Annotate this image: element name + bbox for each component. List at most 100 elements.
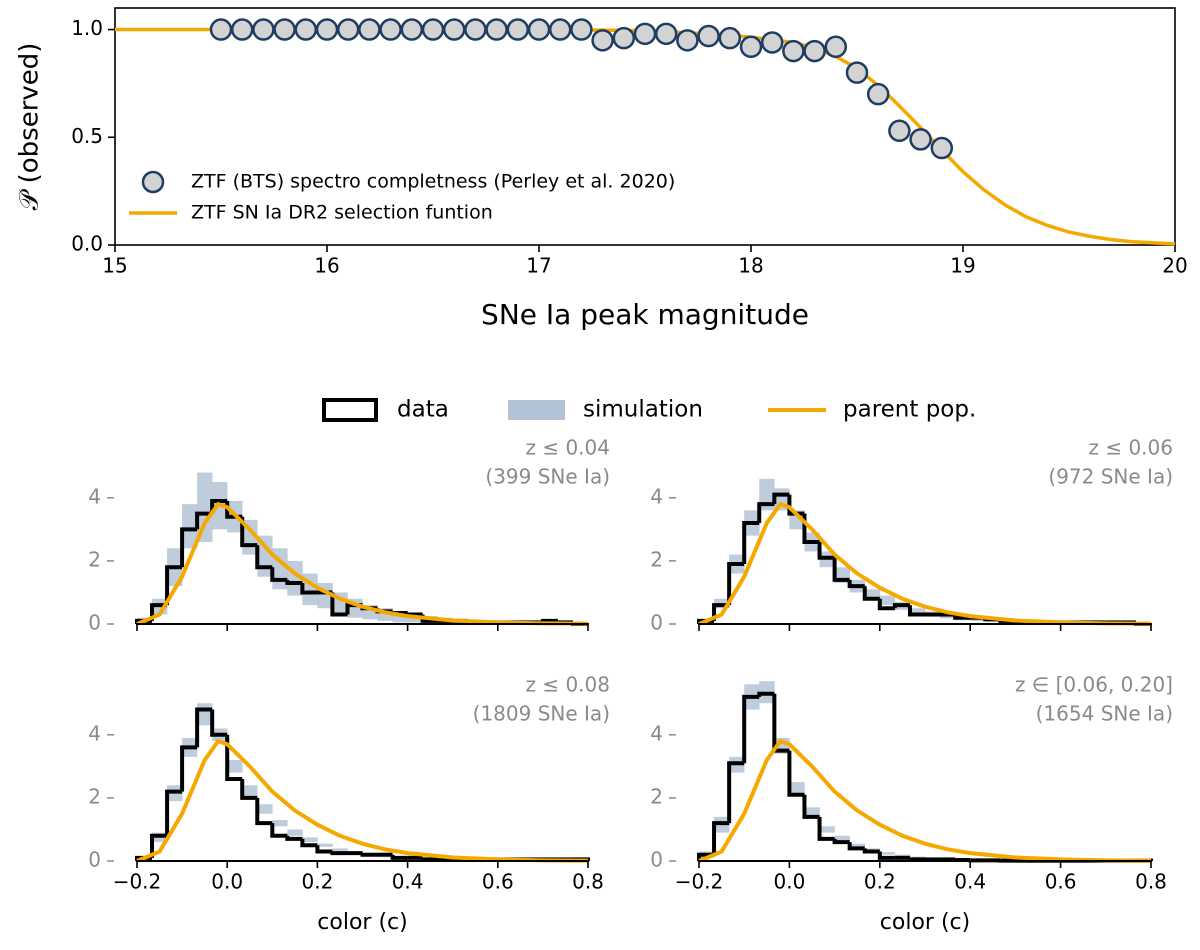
histogram-step xyxy=(360,852,378,857)
x-tick-label: 0.0 xyxy=(773,870,805,894)
scatter-point xyxy=(824,35,848,59)
histogram-step xyxy=(712,821,730,855)
scatter-point xyxy=(888,119,911,143)
scatter-point xyxy=(294,18,318,41)
annotation: (1809 SNe Ia) xyxy=(473,702,610,726)
simulation-band xyxy=(849,843,866,848)
histogram-step xyxy=(877,598,895,611)
scatter-point xyxy=(315,18,339,41)
histogram-step xyxy=(180,527,198,568)
histogram-step xyxy=(907,857,925,862)
annotation: z ≤ 0.08 xyxy=(525,673,610,697)
simulation-band xyxy=(894,854,911,857)
scatter-point xyxy=(697,24,720,48)
histogram-step xyxy=(787,750,805,797)
histogram-step xyxy=(300,582,318,595)
scatter-point xyxy=(739,35,763,59)
scatter-point xyxy=(252,18,275,41)
y-tick-label: 0 xyxy=(88,611,101,635)
simulation-band xyxy=(909,856,926,858)
histogram-step xyxy=(847,579,865,589)
histogram-step xyxy=(832,838,850,845)
scatter-point xyxy=(676,29,699,52)
histogram-step xyxy=(255,797,273,826)
scatter-point xyxy=(782,39,805,63)
histogram-step xyxy=(240,778,258,800)
scatter-point xyxy=(336,18,360,41)
histogram-step xyxy=(772,492,790,505)
y-tick-label: 1.0 xyxy=(71,16,103,40)
legend-marker xyxy=(141,170,165,194)
simulation-band xyxy=(197,703,213,726)
y-tick-label: 0 xyxy=(88,848,101,872)
scatter-point xyxy=(230,18,254,41)
scatter-point xyxy=(379,18,402,41)
x-tick-label: −0.2 xyxy=(113,870,162,894)
y-tick-label: 4 xyxy=(88,721,101,745)
x-tick-label: 0.4 xyxy=(392,870,424,894)
legend-label: data xyxy=(397,397,449,423)
histogram-step xyxy=(727,562,745,606)
annotation: z ∈ [0.06, 0.20] xyxy=(1015,673,1173,697)
histogram-step xyxy=(270,823,288,838)
scatter-point xyxy=(612,26,636,50)
annotation: z ≤ 0.06 xyxy=(1088,436,1173,460)
x-tick-label: 20 xyxy=(1162,254,1187,278)
x-tick-label: 0.4 xyxy=(954,870,986,894)
x-axis-label: color (c) xyxy=(317,910,407,935)
histogram-step xyxy=(165,789,183,836)
scatter-point xyxy=(485,18,508,41)
histogram-step xyxy=(165,565,183,606)
y-tick-label: 0 xyxy=(650,611,663,635)
histogram-step xyxy=(787,494,805,516)
y-tick-label: 4 xyxy=(650,721,663,745)
histogram-step xyxy=(210,709,228,737)
y-tick-label: 4 xyxy=(88,484,101,508)
histogram-step xyxy=(802,794,820,819)
x-axis-label: color (c) xyxy=(880,910,970,935)
x-tick-label: 17 xyxy=(526,254,551,278)
simulation-band xyxy=(227,760,243,773)
scatter-point xyxy=(527,18,551,41)
histogram-step xyxy=(862,586,880,601)
histogram-step xyxy=(847,842,865,851)
histogram-step xyxy=(270,567,288,582)
y-tick-label: 2 xyxy=(650,784,663,808)
x-tick-label: 18 xyxy=(738,254,763,278)
x-tick-label: 0.8 xyxy=(1135,870,1167,894)
simulation-band xyxy=(879,595,896,606)
histogram-step xyxy=(195,511,213,530)
simulation-band xyxy=(834,835,850,843)
scatter-point xyxy=(209,18,233,41)
parent-curve xyxy=(698,501,1152,626)
simulation-band xyxy=(302,837,318,843)
y-tick-label: 2 xyxy=(88,784,101,808)
legend-patch xyxy=(322,398,378,422)
scatter-point xyxy=(760,31,784,54)
histogram-step xyxy=(742,521,760,565)
scatter-point xyxy=(570,18,593,41)
legend-label: ZTF SN Ia DR2 selection funtion xyxy=(191,202,493,224)
annotation: (399 SNe Ia) xyxy=(485,465,610,489)
histogram-step xyxy=(757,691,775,697)
scatter-point xyxy=(633,22,657,46)
y-tick-label: 4 xyxy=(650,484,663,508)
simulation-band xyxy=(804,807,820,817)
x-tick-label: 0.2 xyxy=(301,870,333,894)
histogram-step xyxy=(405,612,423,617)
legend-label: simulation xyxy=(583,397,703,423)
parent-curve xyxy=(698,738,1152,863)
simulation-band xyxy=(909,608,926,615)
histogram-step xyxy=(150,833,168,858)
simulation-band xyxy=(879,852,896,855)
histogram-step xyxy=(817,816,835,841)
y-tick-label: 2 xyxy=(650,547,663,571)
legend-label: parent pop. xyxy=(843,397,976,423)
simulation-band xyxy=(242,785,258,798)
legend-label: ZTF (BTS) spectro completness (Perley et… xyxy=(191,171,675,193)
histogram-step xyxy=(953,858,971,863)
y-tick-label: 2 xyxy=(88,547,101,571)
scatter-point xyxy=(548,18,572,41)
